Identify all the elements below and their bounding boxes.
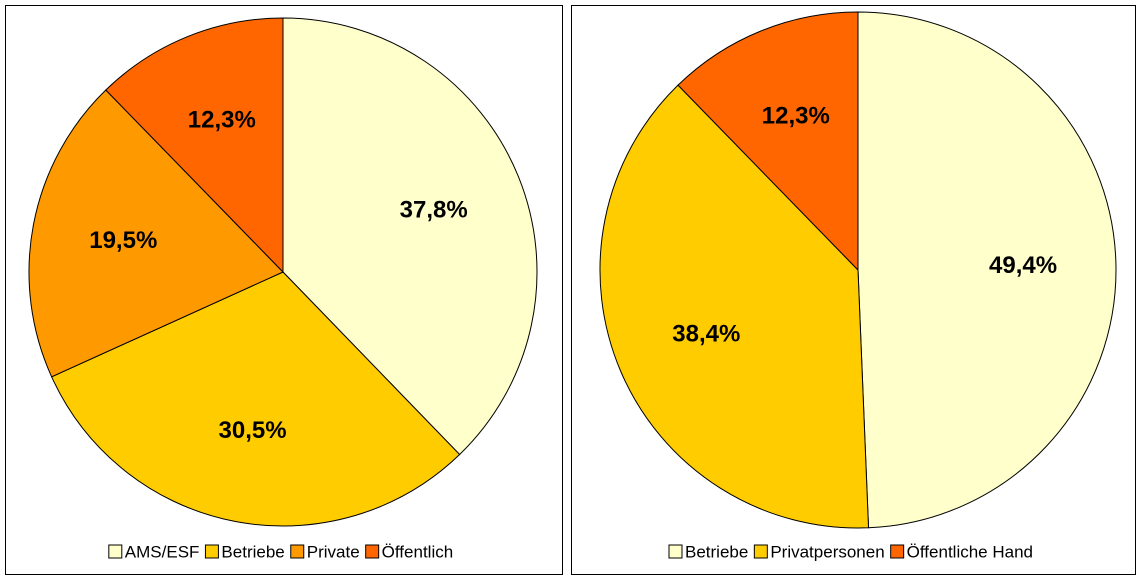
legend-swatch: [753, 544, 768, 559]
data-label: 12,3%: [762, 102, 830, 129]
data-label: 49,4%: [989, 252, 1057, 279]
pie-slice: [28, 89, 284, 378]
legend-label: Betriebe: [685, 542, 748, 561]
data-label: 12,3%: [188, 107, 256, 134]
legend-label: Öffentliche Hand: [907, 542, 1033, 561]
legend-label: Private: [307, 542, 360, 561]
data-label: 38,4%: [672, 321, 740, 348]
legend-label: AMS/ESF: [125, 542, 200, 561]
legend-label: Öffentlich: [382, 542, 454, 561]
legend-swatch: [668, 544, 683, 559]
data-label: 37,8%: [400, 196, 468, 223]
legend-swatch: [108, 544, 123, 559]
legend-label: Privatpersonen: [770, 542, 884, 561]
pie-slice: [677, 11, 859, 272]
pie-slice: [857, 11, 1117, 529]
legend-swatch: [890, 544, 905, 559]
pie-slice: [105, 17, 284, 274]
data-label: 19,5%: [89, 227, 157, 254]
pie-slice: [282, 17, 538, 456]
legend-swatch: [365, 544, 380, 559]
pie-slice: [599, 84, 870, 529]
data-label: 30,5%: [219, 417, 287, 444]
pie-slice: [50, 271, 461, 527]
legend-swatch: [290, 544, 305, 559]
legend-label: Betriebe: [221, 542, 284, 561]
legend-swatch: [204, 544, 219, 559]
